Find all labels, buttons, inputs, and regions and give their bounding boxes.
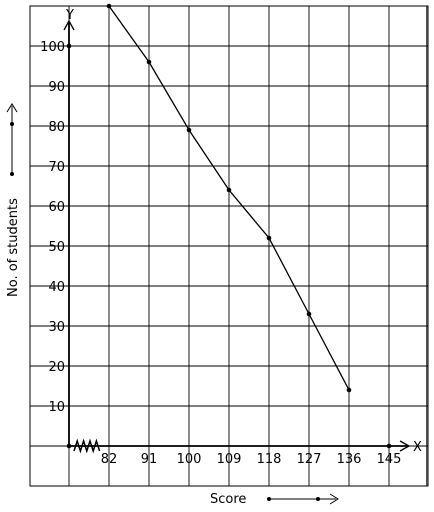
y-tick-label: 60 <box>48 200 65 215</box>
axis-point <box>386 443 392 449</box>
x-tick-label: 145 <box>377 452 402 467</box>
y-tick-label: 100 <box>40 40 65 55</box>
data-point <box>346 387 352 393</box>
y-tick-label: 10 <box>48 400 65 415</box>
data-point <box>306 311 312 317</box>
y-tick-labels: 10 20 30 40 50 60 70 80 90 100 <box>40 40 65 415</box>
x-tick-label: 82 <box>101 452 118 467</box>
data-point <box>146 59 152 65</box>
y-axis-arrowhead <box>63 19 75 31</box>
grid-lines <box>30 5 428 487</box>
x-axis-arrowhead <box>399 440 411 452</box>
y-title-arrow <box>6 103 18 176</box>
data-point <box>266 235 272 241</box>
y-tick-label: 90 <box>48 80 65 95</box>
y-axis-title: No. of students <box>6 198 21 297</box>
data-point <box>106 3 112 9</box>
x-tick-label: 118 <box>257 452 282 467</box>
y-tick-label: 70 <box>48 160 65 175</box>
x-axis-letter: X <box>413 440 422 455</box>
x-tick-label: 136 <box>337 452 362 467</box>
y-tick-label: 80 <box>48 120 65 135</box>
axis-point <box>66 43 72 49</box>
axis-point <box>66 443 72 449</box>
x-title-arrow <box>267 493 339 505</box>
x-tick-label: 91 <box>141 452 158 467</box>
x-tick-label: 100 <box>177 452 202 467</box>
data-point <box>226 187 232 193</box>
y-axis-letter: Y <box>65 8 74 23</box>
y-tick-label: 50 <box>48 240 65 255</box>
data-points <box>66 3 392 449</box>
axes <box>63 19 411 452</box>
data-point <box>186 127 192 133</box>
y-tick-label: 40 <box>48 280 65 295</box>
x-axis-break <box>73 438 101 454</box>
y-tick-label: 20 <box>48 360 65 375</box>
x-axis-title: Score <box>210 492 246 507</box>
x-tick-label: 109 <box>217 452 242 467</box>
y-tick-label: 30 <box>48 320 65 335</box>
x-tick-label: 127 <box>297 452 322 467</box>
x-tick-labels: 82 91 100 109 118 127 136 145 <box>101 452 402 467</box>
axis-break-zigzag <box>73 438 101 454</box>
